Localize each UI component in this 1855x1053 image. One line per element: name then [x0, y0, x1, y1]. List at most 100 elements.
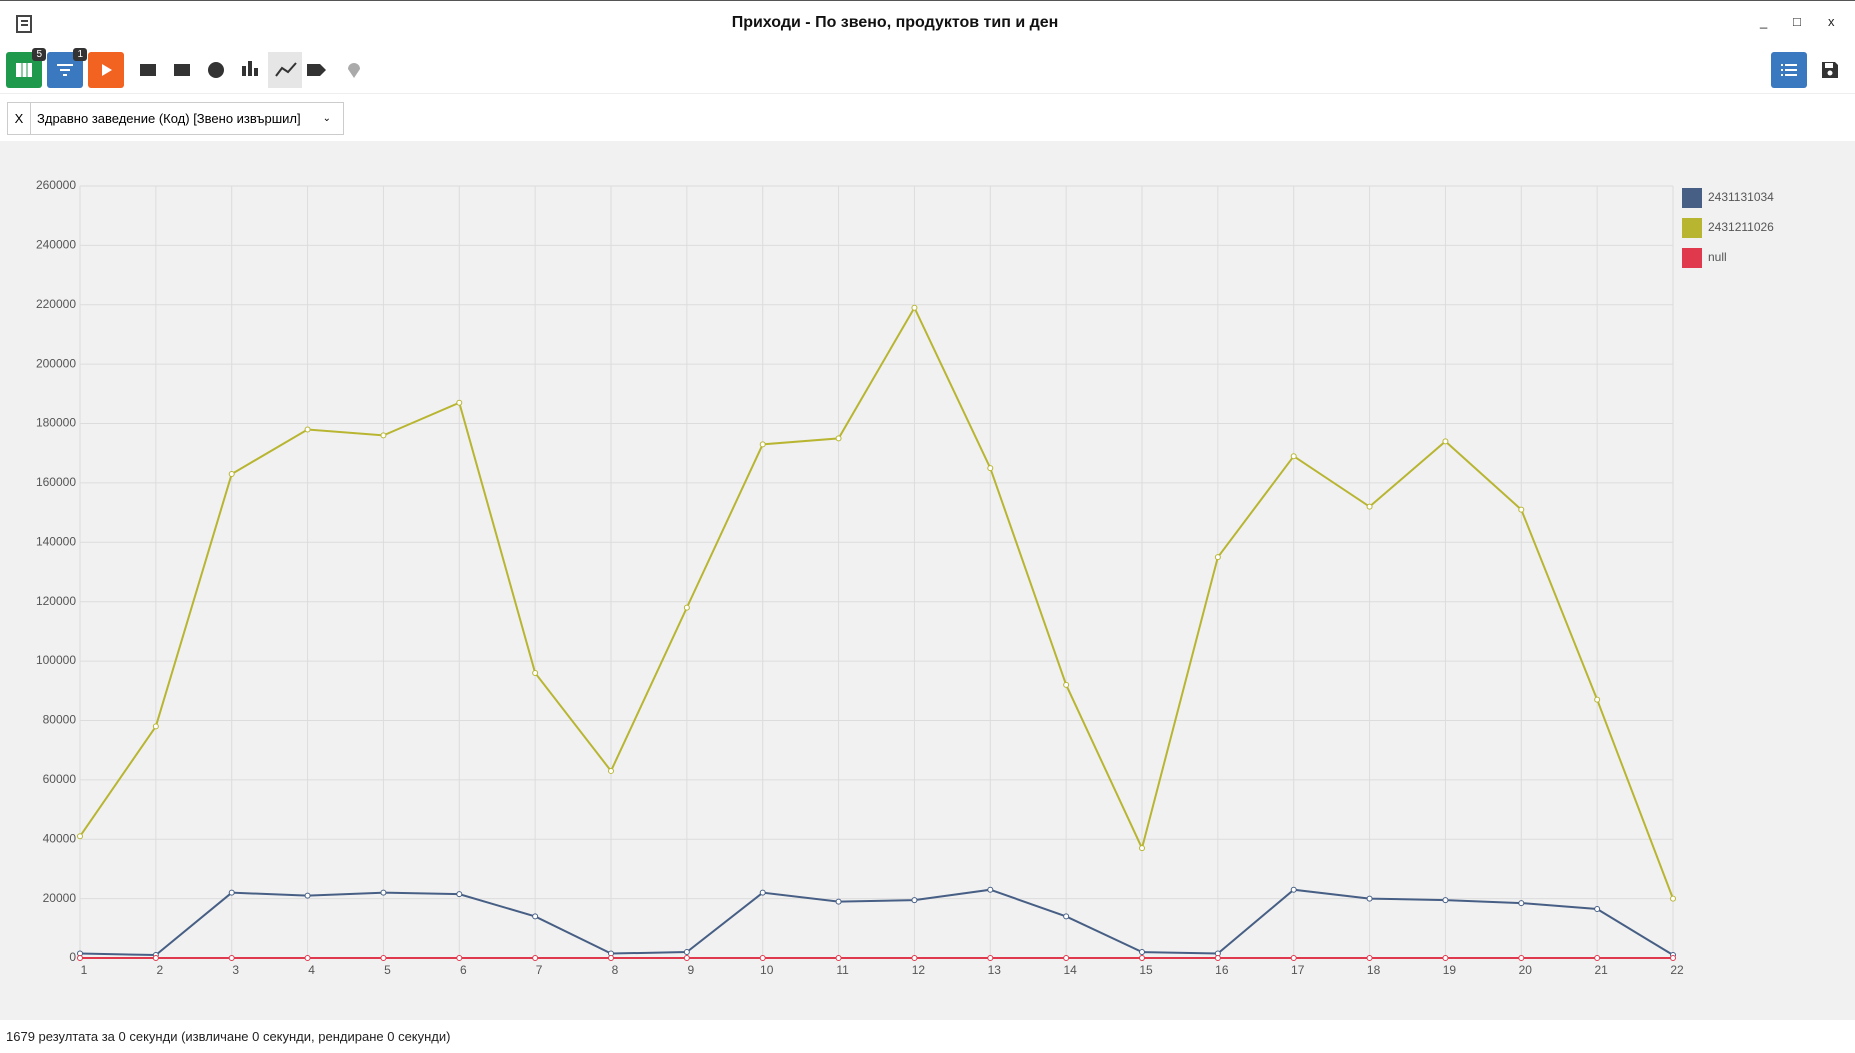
legend-swatch — [1682, 248, 1702, 268]
point — [1518, 900, 1525, 907]
columns-button[interactable]: 5 — [6, 48, 46, 88]
y-tick-label: 0 — [69, 950, 76, 964]
point — [77, 955, 83, 961]
point — [1670, 955, 1676, 961]
maximize[interactable]: □ — [1793, 14, 1801, 29]
y-tick-label: 100000 — [36, 653, 76, 667]
legend-label: 2431131034 — [1708, 190, 1774, 204]
point — [304, 426, 311, 433]
point — [532, 913, 539, 920]
filter-label[interactable]: Здравно заведение (Код) [Звено извършил] — [37, 111, 301, 126]
point — [1063, 681, 1070, 688]
window-title: Приходи - По звено, продуктов тип и ден — [731, 14, 1059, 31]
x-tick-label: 17 — [1291, 963, 1305, 977]
x-tick-label: 18 — [1367, 963, 1381, 977]
x-tick-label: 1 — [81, 963, 88, 977]
view-icons[interactable] — [130, 52, 370, 88]
status-text: 1679 резултата за 0 секунди (извличане 0… — [6, 1029, 451, 1044]
x-tick-label: 8 — [612, 963, 619, 977]
y-tick-label: 60000 — [43, 772, 77, 786]
run-button[interactable] — [88, 52, 124, 88]
point — [911, 897, 918, 904]
x-tick-label: 3 — [232, 963, 239, 977]
filter-button[interactable]: 1 — [47, 48, 87, 88]
save-button[interactable] — [1820, 60, 1840, 80]
point — [1366, 955, 1373, 961]
point — [380, 889, 387, 896]
x-tick-label: 10 — [760, 963, 774, 977]
divider — [0, 93, 1855, 94]
point — [759, 955, 766, 961]
point — [911, 955, 918, 961]
menu-icon[interactable] — [14, 13, 36, 35]
y-tick-label: 180000 — [36, 416, 76, 430]
point — [228, 471, 235, 478]
point — [1290, 453, 1297, 460]
top-border — [0, 0, 1855, 1]
point — [228, 889, 235, 896]
y-tick-label: 260000 — [36, 178, 76, 192]
point — [304, 892, 311, 899]
x-tick-label: 4 — [308, 963, 315, 977]
x-tick-label: 20 — [1519, 963, 1533, 977]
legend-label: null — [1708, 250, 1727, 264]
point — [1594, 955, 1601, 961]
point — [608, 955, 614, 961]
x-tick-label: 5 — [384, 963, 391, 977]
point — [1518, 955, 1525, 961]
point — [532, 669, 539, 676]
point — [304, 955, 311, 961]
point — [987, 955, 994, 961]
point — [835, 435, 842, 442]
y-tick-label: 160000 — [36, 475, 76, 489]
x-tick-label: 13 — [988, 963, 1002, 977]
chart: 0 20000 40000 60000 80000 100000 120000 140000 1… — [0, 141, 1855, 1020]
x-tick-label: 11 — [836, 963, 849, 977]
remove-filter[interactable]: X — [8, 103, 31, 134]
legend-label: 2431211026 — [1708, 220, 1774, 234]
x-tick-label: 2 — [157, 963, 164, 977]
y-tick-label: 240000 — [36, 238, 76, 252]
point — [911, 304, 918, 311]
point — [1594, 906, 1601, 913]
x-tick-label: 21 — [1594, 963, 1608, 977]
point — [1063, 955, 1070, 961]
point — [380, 432, 387, 439]
y-tick-label: 140000 — [36, 534, 76, 548]
point — [1214, 554, 1221, 561]
point — [456, 955, 463, 961]
point — [683, 604, 690, 611]
x-tick-label: 22 — [1670, 963, 1684, 977]
point — [152, 955, 159, 961]
point — [759, 889, 766, 896]
point — [1290, 955, 1297, 961]
x-tick-label: 14 — [1063, 963, 1077, 977]
point — [759, 441, 766, 448]
x-tick-label: 6 — [460, 963, 467, 977]
legend-toggle[interactable] — [1771, 52, 1807, 88]
x-tick-label: 15 — [1139, 963, 1153, 977]
point — [1594, 696, 1601, 703]
x-tick-label: 16 — [1215, 963, 1229, 977]
point — [228, 955, 235, 961]
point — [683, 949, 690, 956]
dropdown-arrow[interactable]: ⌄ — [322, 113, 331, 124]
series-line — [79, 888, 1674, 957]
point — [456, 399, 463, 406]
y-tick-label: 80000 — [43, 713, 77, 727]
legend-swatch — [1682, 218, 1702, 238]
point — [532, 955, 539, 961]
point — [1139, 955, 1145, 961]
close[interactable]: x — [1828, 14, 1835, 29]
point — [608, 767, 614, 774]
x-tick-label: 12 — [912, 963, 926, 977]
point — [1442, 955, 1449, 961]
y-tick-label: 200000 — [36, 356, 76, 370]
y-tick-label: 220000 — [36, 297, 76, 311]
minimize[interactable]: _ — [1760, 14, 1768, 29]
point — [835, 955, 842, 961]
point — [1670, 895, 1676, 902]
point — [1442, 897, 1449, 904]
filter-chip: X Здравно заведение (Код) [Звено извърши… — [7, 102, 344, 135]
